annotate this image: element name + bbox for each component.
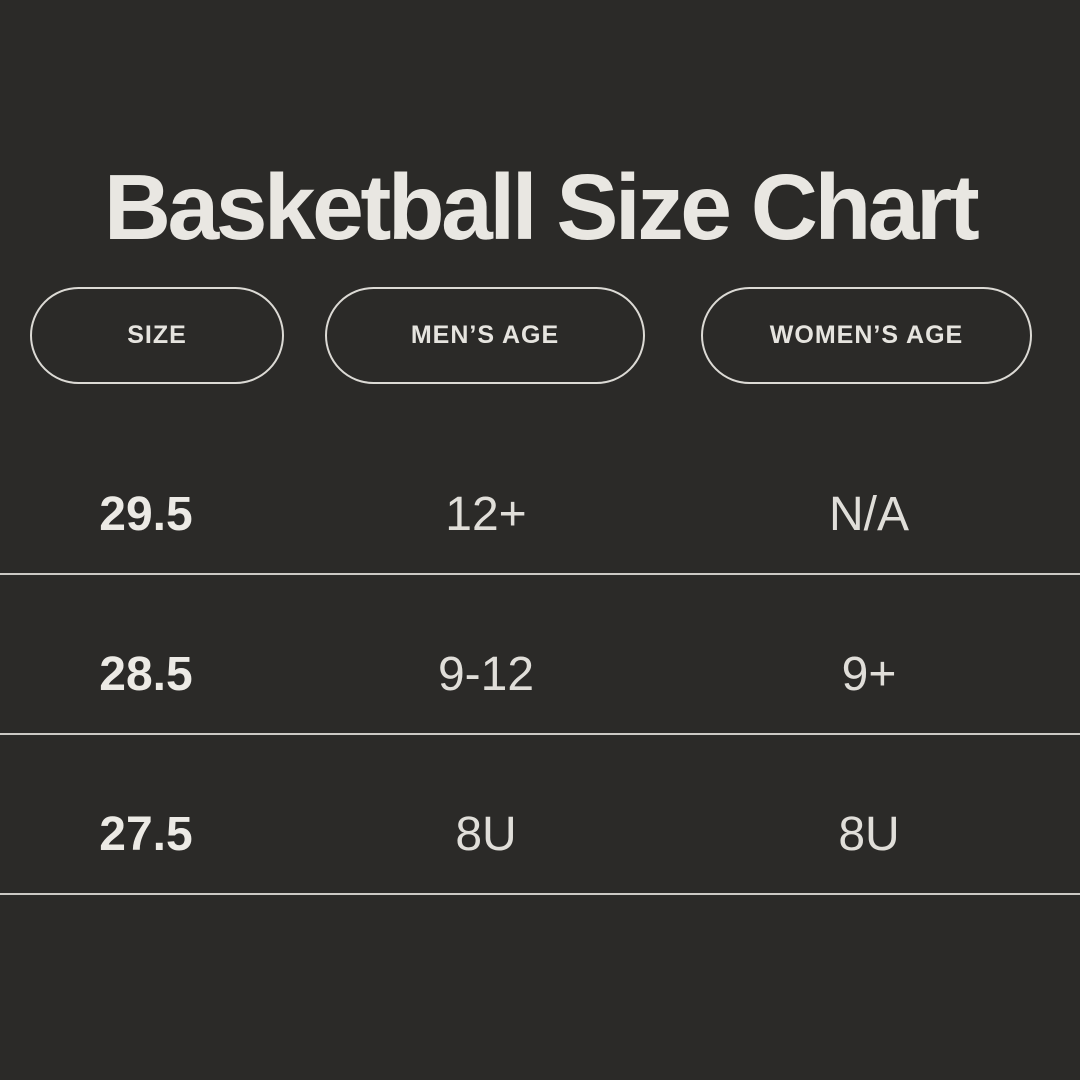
table-row: 27.5 8U 8U (0, 735, 1080, 895)
cell-size: 27.5 (99, 807, 193, 861)
table-row: 28.5 9-12 9+ (0, 575, 1080, 735)
cell-womens-age: 9+ (841, 647, 897, 701)
page-title: Basketball Size Chart (103, 155, 980, 260)
cell-size: 29.5 (99, 487, 193, 541)
size-table: 29.5 12+ N/A 28.5 9-12 9+ 27.5 8U 8U (0, 415, 1080, 895)
cell-mens-age: 9-12 (437, 647, 535, 701)
table-row: 29.5 12+ N/A (0, 415, 1080, 575)
column-pill-womens-age: WOMEN’S AGE (701, 287, 1032, 384)
column-label-size: SIZE (127, 321, 187, 349)
cell-womens-age: N/A (828, 487, 909, 541)
column-label-mens-age: MEN’S AGE (410, 321, 560, 349)
column-pill-size: SIZE (30, 287, 284, 384)
column-pill-mens-age: MEN’S AGE (325, 287, 645, 384)
cell-mens-age: 12+ (445, 487, 527, 541)
cell-womens-age: 8U (838, 807, 900, 861)
cell-mens-age: 8U (455, 807, 517, 861)
cell-size: 28.5 (99, 647, 193, 701)
column-label-womens-age: WOMEN’S AGE (769, 321, 964, 349)
